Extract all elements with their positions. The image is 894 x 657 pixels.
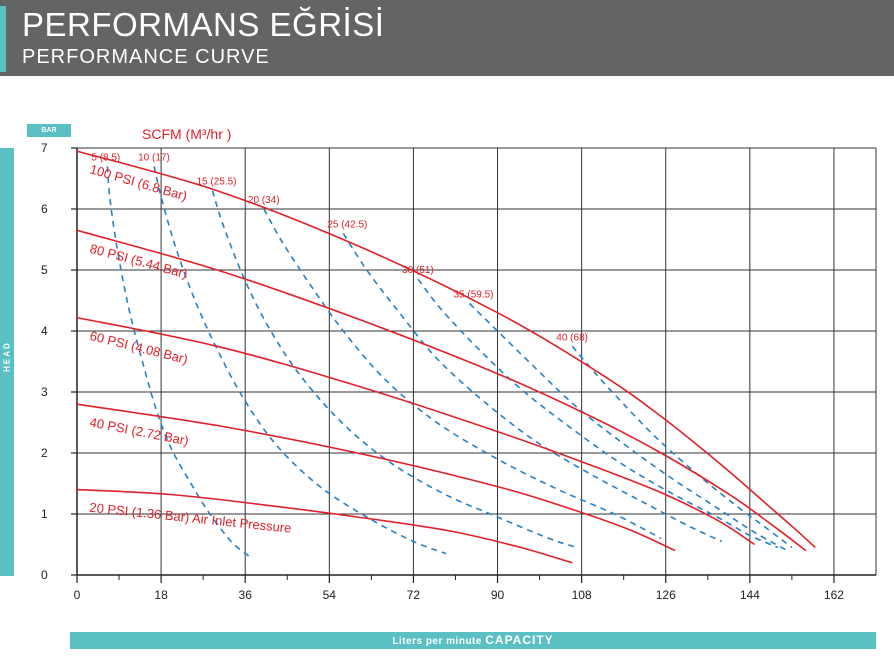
scfm-curve-label: 35 (59.5) <box>453 290 493 301</box>
x-tick-label: 108 <box>572 588 592 602</box>
pressure-curve-label: 40 PSI (2.72 Bar) <box>88 414 189 448</box>
y-unit-badge: BAR <box>27 124 71 137</box>
x-tick-label: 36 <box>239 588 253 602</box>
x-tick-label: 18 <box>154 588 168 602</box>
scfm-curve <box>263 208 662 540</box>
x-tick-label: 162 <box>824 588 844 602</box>
page-subtitle: PERFORMANCE CURVE <box>22 46 270 68</box>
x-axis-title-main: CAPACITY <box>485 633 554 647</box>
x-axis-band: Liters per minute CAPACITY <box>70 632 876 649</box>
pressure-curve <box>76 229 807 552</box>
scfm-curve-label: 40 (68) <box>556 332 588 343</box>
pressure-curve <box>76 403 676 552</box>
header-accent-bar <box>0 6 6 72</box>
y-tick-label: 2 <box>41 446 48 460</box>
y-tick-label: 1 <box>41 507 48 521</box>
page-title: PERFORMANS EĞRİSİ <box>22 6 385 43</box>
scfm-curve <box>153 166 447 555</box>
scfm-curve <box>211 190 578 549</box>
pressure-curve-label: 60 PSI (4.08 Bar) <box>88 328 189 367</box>
x-tick-label: 90 <box>491 588 505 602</box>
scfm-curve-label: 25 (42.5) <box>327 219 367 230</box>
x-tick-label: 54 <box>323 588 337 602</box>
page-header: PERFORMANS EĞRİSİ PERFORMANCE CURVE <box>0 0 894 76</box>
scfm-curve-label: 15 (25.5) <box>197 177 237 188</box>
x-axis-title-prefix: Liters per minute <box>392 636 482 647</box>
x-tick-label: 126 <box>656 588 676 602</box>
y-tick-label: 7 <box>41 141 48 155</box>
x-tick-label: 0 <box>74 588 81 602</box>
y-tick-label: 5 <box>41 263 48 277</box>
x-tick-label: 72 <box>407 588 421 602</box>
scfm-curve <box>342 232 723 543</box>
scfm-curve <box>468 302 788 552</box>
scfm-curve-label: 30 (51) <box>402 265 434 276</box>
scfm-curve <box>106 166 251 558</box>
scfm-legend-label: SCFM (M³/hr ) <box>142 126 231 142</box>
y-tick-label: 4 <box>41 324 48 338</box>
pressure-curve <box>76 488 573 564</box>
scfm-curve-label: 5 (8.5) <box>91 152 120 163</box>
scfm-curve-label: 20 (34) <box>248 195 280 206</box>
scfm-curve-label: 10 (17) <box>138 152 170 163</box>
y-axis-band <box>0 148 14 576</box>
scfm-curve <box>417 278 779 549</box>
pressure-curve <box>76 150 816 549</box>
x-tick-label: 144 <box>740 588 760 602</box>
y-tick-label: 6 <box>41 202 48 216</box>
y-tick-label: 3 <box>41 385 48 399</box>
y-tick-label: 0 <box>41 568 48 582</box>
pressure-curve <box>76 316 755 546</box>
